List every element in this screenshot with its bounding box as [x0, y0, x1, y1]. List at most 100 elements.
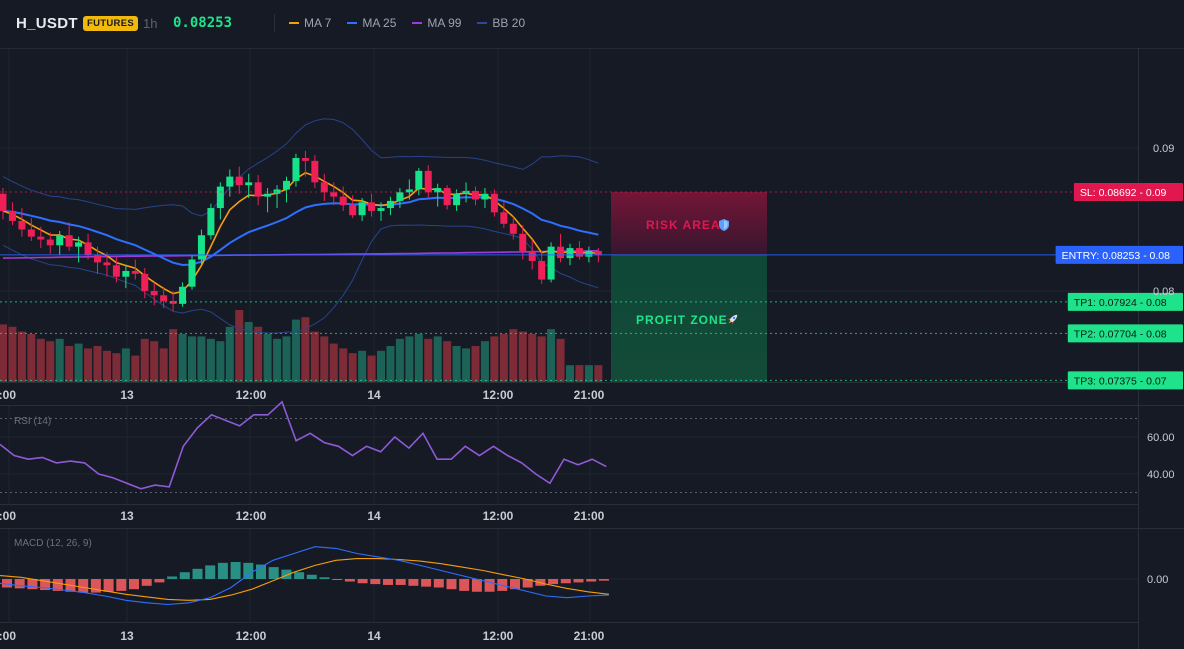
- candle-body: [75, 242, 83, 247]
- candle-body: [94, 255, 101, 263]
- candle-body: [557, 246, 565, 259]
- volume-bar: [480, 341, 489, 382]
- interval-selector[interactable]: 1h: [143, 16, 158, 31]
- take-profit-1-tag: [1067, 292, 1183, 311]
- candle-body: [292, 158, 300, 181]
- time-axis-label: 12:00: [236, 388, 267, 402]
- volume-bar: [140, 338, 149, 382]
- volume-bar: [518, 331, 527, 382]
- candle-body: [575, 248, 583, 257]
- candle-body: [434, 188, 442, 193]
- time-axis-label: 21:00: [574, 629, 605, 643]
- volume-bar: [282, 336, 291, 382]
- candle-body: [37, 236, 45, 240]
- entry-tag: [1055, 245, 1183, 264]
- macd-histogram-bar: [459, 579, 470, 591]
- candle-body: [235, 176, 243, 186]
- macd-histogram-bar: [319, 577, 330, 579]
- volume-bar: [84, 348, 93, 382]
- legend-ma7[interactable]: MA 7: [289, 16, 331, 30]
- profit-zone-label: PROFIT ZONE: [636, 313, 728, 327]
- volume-bar: [102, 350, 111, 382]
- time-axis-label: 13: [120, 629, 134, 643]
- macd-histogram-bar: [344, 579, 355, 582]
- volume-bar: [509, 329, 518, 382]
- legend-bb20[interactable]: BB 20: [477, 16, 525, 30]
- candle-body: [150, 291, 158, 296]
- time-axis-label: 2:00: [0, 388, 16, 402]
- volume-bar: [159, 348, 168, 382]
- volume-bar: [547, 329, 556, 382]
- candle-body: [509, 223, 517, 234]
- macd-series: [0, 546, 610, 606]
- macd-tick: 0.00: [1147, 574, 1168, 586]
- volume-bar: [358, 350, 367, 382]
- volume-bar: [584, 365, 593, 382]
- moving-averages: [2, 171, 599, 295]
- candle-body: [103, 262, 111, 266]
- chart-toolbar: H_USDT FUTURES 1h 0.08253 MA 7 MA 25 MA …: [0, 0, 1184, 48]
- macd-histogram-bar: [40, 579, 51, 591]
- stop-loss-tag: [1073, 183, 1183, 202]
- candle-body: [207, 208, 215, 236]
- volume-bar: [93, 346, 102, 382]
- time-axis-label: 14: [367, 509, 381, 523]
- volume-bar: [206, 338, 215, 382]
- price-levels: SL: 0.08692 - 0.09 ENTRY: 0.08253 - 0.08 T…: [0, 183, 1183, 390]
- candle-body: [472, 190, 479, 200]
- legend-ma25[interactable]: MA 25: [347, 16, 396, 30]
- candle-body: [349, 205, 357, 216]
- rsi-tick: 40.00: [1147, 469, 1175, 481]
- toolbar-divider: [274, 14, 275, 32]
- macd-histogram-bar: [332, 579, 343, 580]
- legend-ma99[interactable]: MA 99: [412, 16, 461, 30]
- trade-zones: [611, 192, 767, 382]
- candle-body: [443, 188, 451, 206]
- candle-body: [481, 193, 489, 200]
- take-profit-1-tag-label: TP1: 0.07924 - 0.08: [1074, 297, 1167, 309]
- time-axis-label: 13: [120, 388, 134, 402]
- macd-histogram-bar: [560, 579, 571, 584]
- candle-body: [84, 242, 92, 256]
- candle-body: [197, 235, 205, 260]
- candle-body: [528, 250, 536, 261]
- risk-area-label: RISK AREA: [646, 218, 721, 232]
- candle-body: [188, 259, 196, 287]
- volume-bar: [594, 365, 603, 382]
- volume-bar: [499, 334, 508, 382]
- volume-bar: [433, 336, 442, 382]
- candle-body: [18, 220, 26, 230]
- macd-histogram-bar: [141, 579, 152, 586]
- candle-body: [547, 246, 555, 280]
- symbol-name[interactable]: H_USDT: [16, 15, 78, 32]
- volume-bar: [0, 324, 7, 382]
- time-axis-label: 2:00: [0, 629, 16, 643]
- candle-body: [594, 250, 602, 256]
- rsi-title: RSI (14): [14, 416, 51, 427]
- macd-histogram-bar: [306, 574, 317, 579]
- take-profit-3-tag-label: TP3: 0.07375 - 0.07: [1074, 375, 1167, 387]
- volume-bar: [46, 341, 55, 382]
- candle-body: [490, 193, 498, 213]
- time-axes: 2:00 13 12:00 14 12:00 21:00 2:00 13 12:00 14 12:0…: [0, 388, 605, 643]
- take-profit-2-tag-label: TP2: 0.07704 - 0.08: [1074, 328, 1167, 340]
- volume-bar: [17, 331, 26, 382]
- candle-body: [396, 192, 404, 201]
- time-axis-label: 12:00: [236, 509, 267, 523]
- volume-bar: [74, 343, 83, 382]
- volume-bar: [244, 322, 253, 382]
- candle-body: [453, 193, 461, 206]
- volume-bar: [310, 331, 319, 382]
- macd-histogram-bar: [421, 579, 432, 587]
- candle-body: [585, 250, 593, 257]
- macd-signal-line: [0, 558, 610, 601]
- candle-body: [538, 260, 546, 280]
- time-axis-label: 14: [367, 388, 381, 402]
- macd-histogram-bar: [243, 562, 254, 579]
- volume-bar: [121, 348, 130, 382]
- volume-bar: [424, 338, 433, 382]
- macd-histogram-bar: [256, 564, 266, 579]
- volume-bar: [36, 338, 45, 382]
- ma7-line: [2, 171, 599, 295]
